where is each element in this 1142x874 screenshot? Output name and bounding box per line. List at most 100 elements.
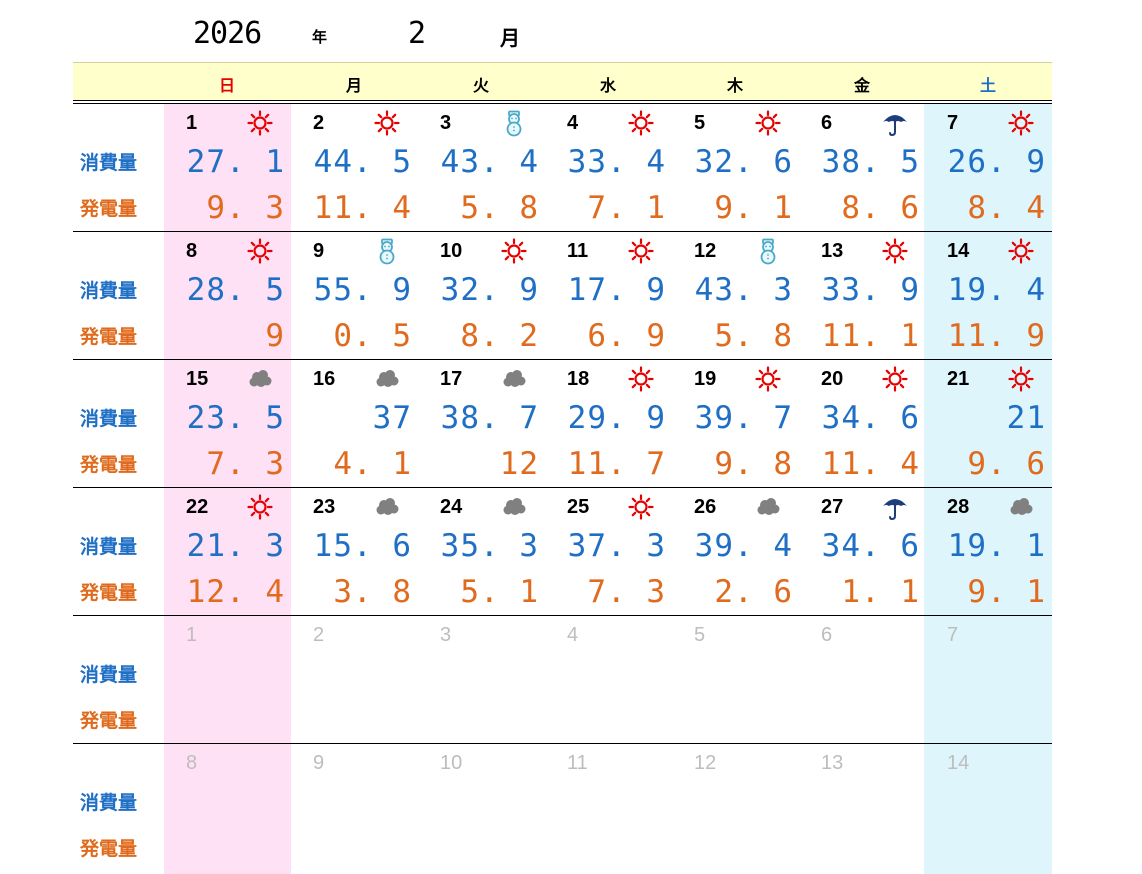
- day-cell[interactable]: 2: [291, 616, 418, 744]
- day-cell[interactable]: 27 34. 6 1. 1: [799, 488, 926, 616]
- day-number: 14: [947, 240, 970, 262]
- day-number: 17: [440, 368, 463, 390]
- usage-value: 37. 3: [567, 528, 666, 564]
- day-cell[interactable]: 11: [545, 744, 672, 872]
- day-cell[interactable]: 23 15. 6 3. 8: [291, 488, 418, 616]
- umbrella-icon: [881, 493, 909, 521]
- day-cell[interactable]: 11 17. 9 6. 9: [545, 232, 672, 360]
- usage-value: 21: [1006, 400, 1046, 436]
- day-cell[interactable]: 2 44. 5 11. 4: [291, 104, 418, 232]
- day-cell[interactable]: 7: [925, 616, 1052, 744]
- generation-label: 発電量: [80, 582, 138, 604]
- day-number: 13: [821, 752, 844, 774]
- day-number: 8: [186, 240, 198, 262]
- day-cell[interactable]: 13: [799, 744, 926, 872]
- usage-value: 33. 9: [821, 272, 920, 308]
- day-cell[interactable]: 18 29. 9 11. 7: [545, 360, 672, 488]
- day-cell[interactable]: 8 28. 5 9: [164, 232, 291, 360]
- usage-value: 34. 6: [821, 528, 920, 564]
- sun-icon: [627, 493, 655, 521]
- day-cell[interactable]: 10 32. 9 8. 2: [418, 232, 545, 360]
- usage-value: 44. 5: [313, 144, 412, 180]
- usage-value: 39. 4: [694, 528, 793, 564]
- day-cell[interactable]: 13 33. 9 11. 1: [799, 232, 926, 360]
- row-divider: [73, 743, 1052, 744]
- usage-value: 15. 6: [313, 528, 412, 564]
- generation-label: 発電量: [80, 198, 138, 220]
- day-number: 5: [694, 112, 706, 134]
- row-divider: [73, 231, 1052, 232]
- day-cell[interactable]: 9: [291, 744, 418, 872]
- header-divider: [73, 103, 1052, 104]
- day-number: 10: [440, 240, 463, 262]
- generation-value: 12. 4: [186, 574, 285, 610]
- day-cell[interactable]: 14 19. 4 11. 9: [925, 232, 1052, 360]
- day-cell[interactable]: 4: [545, 616, 672, 744]
- day-cell[interactable]: 15 23. 5 7. 3: [164, 360, 291, 488]
- snowman-icon: [373, 237, 401, 265]
- weekday-tue: 火: [472, 76, 489, 95]
- sun-icon: [881, 237, 909, 265]
- day-number: 12: [694, 752, 717, 774]
- day-cell[interactable]: 19 39. 7 9. 8: [672, 360, 799, 488]
- day-cell[interactable]: 3 43. 4 5. 8: [418, 104, 545, 232]
- sun-icon: [627, 365, 655, 393]
- day-cell[interactable]: 6: [799, 616, 926, 744]
- usage-value: 32. 9: [440, 272, 539, 308]
- day-number: 2: [313, 112, 325, 134]
- generation-value: 7. 1: [587, 190, 666, 226]
- day-cell[interactable]: 24 35. 3 5. 1: [418, 488, 545, 616]
- generation-value: 3. 8: [333, 574, 412, 610]
- day-number: 15: [186, 368, 209, 390]
- sun-icon: [1007, 109, 1035, 137]
- weekday-header: [73, 62, 1052, 101]
- generation-label: 発電量: [80, 710, 138, 732]
- day-cell[interactable]: 7 26. 9 8. 4: [925, 104, 1052, 232]
- day-number: 3: [440, 112, 452, 134]
- day-cell[interactable]: 25 37. 3 7. 3: [545, 488, 672, 616]
- day-cell[interactable]: 16 37 4. 1: [291, 360, 418, 488]
- day-number: 11: [567, 240, 589, 262]
- day-cell[interactable]: 4 33. 4 7. 1: [545, 104, 672, 232]
- day-cell[interactable]: 3: [418, 616, 545, 744]
- day-cell[interactable]: 5: [672, 616, 799, 744]
- day-cell[interactable]: 5 32. 6 9. 1: [672, 104, 799, 232]
- day-cell[interactable]: 17 38. 7 12: [418, 360, 545, 488]
- day-cell[interactable]: 22 21. 3 12. 4: [164, 488, 291, 616]
- weekday-sat: 土: [979, 76, 996, 95]
- day-cell[interactable]: 21 21 9. 6: [925, 360, 1052, 488]
- day-number: 11: [567, 752, 588, 774]
- day-cell[interactable]: 12: [672, 744, 799, 872]
- day-cell[interactable]: 1 27. 1 9. 3: [164, 104, 291, 232]
- day-number: 1: [186, 624, 198, 646]
- day-cell[interactable]: 8: [164, 744, 291, 872]
- usage-label: 消費量: [80, 536, 138, 558]
- usage-label: 消費量: [80, 152, 138, 174]
- month-value: 2: [408, 16, 427, 51]
- generation-value: 4. 1: [333, 446, 412, 482]
- day-cell[interactable]: 14: [925, 744, 1052, 872]
- day-cell[interactable]: 6 38. 5 8. 6: [799, 104, 926, 232]
- generation-value: 11. 4: [821, 446, 920, 482]
- generation-value: 11. 7: [567, 446, 666, 482]
- usage-value: 43. 4: [440, 144, 539, 180]
- sun-icon: [754, 109, 782, 137]
- day-cell[interactable]: 20 34. 6 11. 4: [799, 360, 926, 488]
- generation-value: 9. 1: [967, 574, 1046, 610]
- cloud-icon: [373, 365, 401, 393]
- usage-value: 35. 3: [440, 528, 539, 564]
- day-cell[interactable]: 12 43. 3 5. 8: [672, 232, 799, 360]
- sun-icon: [246, 237, 274, 265]
- day-number: 13: [821, 240, 844, 262]
- day-cell[interactable]: 26 39. 4 2. 6: [672, 488, 799, 616]
- generation-value: 8. 2: [460, 318, 539, 354]
- day-cell[interactable]: 10: [418, 744, 545, 872]
- cloud-icon: [754, 493, 782, 521]
- day-cell[interactable]: 9 55. 9 0. 5: [291, 232, 418, 360]
- day-cell[interactable]: 1: [164, 616, 291, 744]
- usage-value: 34. 6: [821, 400, 920, 436]
- day-cell[interactable]: 28 19. 1 9. 1: [925, 488, 1052, 616]
- day-number: 4: [567, 624, 579, 646]
- weekday-fri: 金: [853, 76, 870, 95]
- day-number: 23: [313, 496, 336, 518]
